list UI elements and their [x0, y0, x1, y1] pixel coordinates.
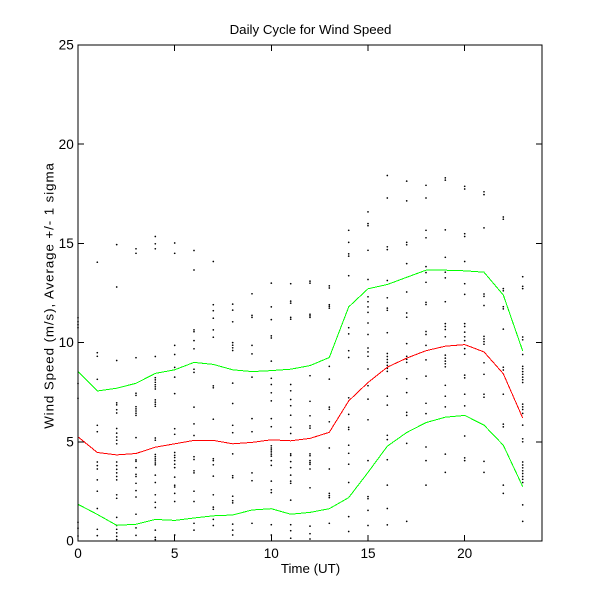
svg-text:25: 25 — [59, 38, 74, 53]
svg-text:20: 20 — [457, 546, 473, 561]
svg-text:Time (UT): Time (UT) — [281, 561, 340, 576]
svg-text:5: 5 — [171, 546, 179, 561]
svg-text:0: 0 — [74, 546, 82, 561]
svg-text:15: 15 — [59, 236, 74, 251]
svg-text:10: 10 — [59, 335, 75, 350]
svg-text:10: 10 — [264, 546, 280, 561]
svg-text:15: 15 — [360, 546, 375, 561]
svg-text:20: 20 — [59, 137, 75, 152]
svg-text:Wind Speed (m/s), Average +/-: Wind Speed (m/s), Average +/- 1 sigma — [42, 162, 57, 429]
svg-text:Daily Cycle for Wind Speed: Daily Cycle for Wind Speed — [230, 22, 392, 37]
svg-text:0: 0 — [66, 534, 74, 549]
svg-text:5: 5 — [66, 434, 74, 449]
